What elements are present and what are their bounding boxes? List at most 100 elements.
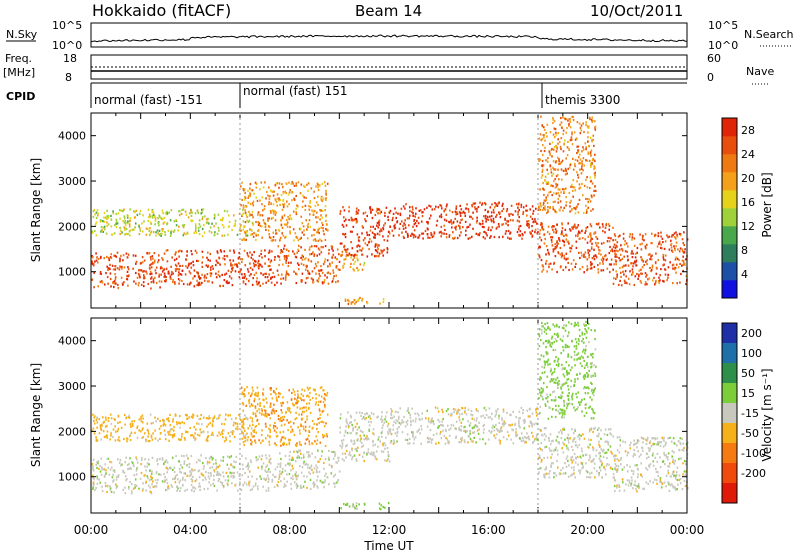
data-cell — [582, 194, 584, 197]
data-cell — [624, 441, 627, 444]
data-cell — [241, 181, 243, 184]
data-cell — [653, 235, 656, 238]
data-cell — [564, 438, 566, 441]
data-cell — [355, 219, 358, 222]
data-cell — [624, 270, 627, 273]
data-cell — [295, 207, 297, 210]
data-cell — [581, 450, 583, 453]
data-cell — [430, 231, 432, 235]
data-cell — [150, 478, 153, 481]
data-cell — [109, 267, 111, 270]
data-cell — [581, 254, 583, 257]
data-cell — [242, 281, 245, 284]
data-cell — [612, 282, 615, 285]
data-cell — [309, 253, 311, 256]
data-cell — [540, 442, 542, 445]
data-cell — [614, 489, 616, 493]
data-cell — [283, 204, 285, 207]
data-cell — [323, 181, 326, 184]
data-cell — [277, 273, 280, 276]
data-cell — [509, 231, 512, 234]
data-cell — [340, 242, 343, 245]
data-cell — [569, 229, 572, 232]
data-cell — [197, 259, 200, 263]
data-cell — [586, 331, 588, 334]
data-cell — [461, 412, 464, 415]
data-cell — [95, 463, 97, 466]
data-cell — [383, 248, 385, 251]
data-cell — [205, 478, 207, 481]
data-cell — [324, 258, 327, 261]
data-cell — [107, 466, 110, 469]
data-cell — [307, 453, 310, 457]
data-cell — [193, 490, 195, 493]
data-cell — [459, 214, 462, 217]
data-cell — [567, 355, 570, 358]
data-cell — [160, 280, 163, 283]
data-cell — [648, 277, 651, 280]
data-cell — [166, 471, 168, 474]
data-cell — [374, 236, 376, 239]
data-cell — [152, 261, 154, 264]
data-cell — [320, 246, 323, 249]
data-cell — [353, 254, 356, 257]
data-cell — [311, 245, 313, 248]
data-cell — [655, 252, 657, 255]
data-cell — [517, 210, 519, 214]
data-cell — [591, 116, 594, 119]
data-cell — [133, 210, 135, 213]
data-cell — [158, 233, 161, 237]
data-cell — [517, 206, 519, 209]
data-cell — [127, 468, 129, 471]
data-cell — [173, 466, 176, 469]
data-cell — [666, 279, 668, 282]
data-cell — [469, 422, 472, 425]
data-cell — [576, 145, 578, 148]
data-cell — [207, 264, 210, 267]
data-cell — [646, 438, 649, 441]
data-cell — [640, 272, 642, 275]
data-cell — [523, 435, 526, 439]
data-cell — [240, 224, 242, 227]
data-cell — [404, 207, 406, 210]
data-cell — [307, 276, 309, 279]
data-cell — [338, 253, 340, 256]
data-cell — [260, 252, 262, 256]
data-cell — [99, 220, 102, 223]
data-cell — [314, 204, 317, 207]
data-cell — [566, 154, 569, 157]
data-cell — [128, 274, 130, 277]
data-cell — [129, 229, 132, 232]
data-cell — [524, 440, 527, 443]
data-cell — [617, 250, 619, 253]
data-cell — [585, 148, 587, 151]
data-cell — [473, 436, 475, 439]
data-cell — [662, 264, 664, 267]
data-cell — [313, 481, 315, 484]
freq-tick-high: 18 — [63, 52, 77, 65]
data-cell — [271, 190, 274, 193]
data-cell — [596, 237, 599, 240]
data-cell — [186, 231, 189, 234]
data-cell — [537, 230, 539, 234]
data-cell — [269, 236, 272, 239]
data-cell — [498, 212, 501, 216]
data-cell — [243, 273, 246, 276]
data-cell — [587, 136, 589, 139]
data-cell — [300, 256, 302, 259]
data-cell — [377, 438, 380, 441]
data-cell — [291, 181, 294, 184]
data-cell — [550, 449, 553, 452]
data-cell — [394, 207, 396, 210]
data-cell — [297, 205, 299, 208]
data-cell — [621, 249, 624, 252]
data-cell — [593, 389, 595, 392]
data-cell — [669, 261, 671, 264]
data-cell — [306, 264, 308, 267]
data-cell — [485, 232, 487, 235]
data-cell — [279, 239, 281, 242]
data-cell — [616, 486, 618, 489]
data-cell — [590, 165, 592, 169]
colorbar-tick: 20 — [741, 172, 755, 185]
data-cell — [132, 487, 135, 490]
